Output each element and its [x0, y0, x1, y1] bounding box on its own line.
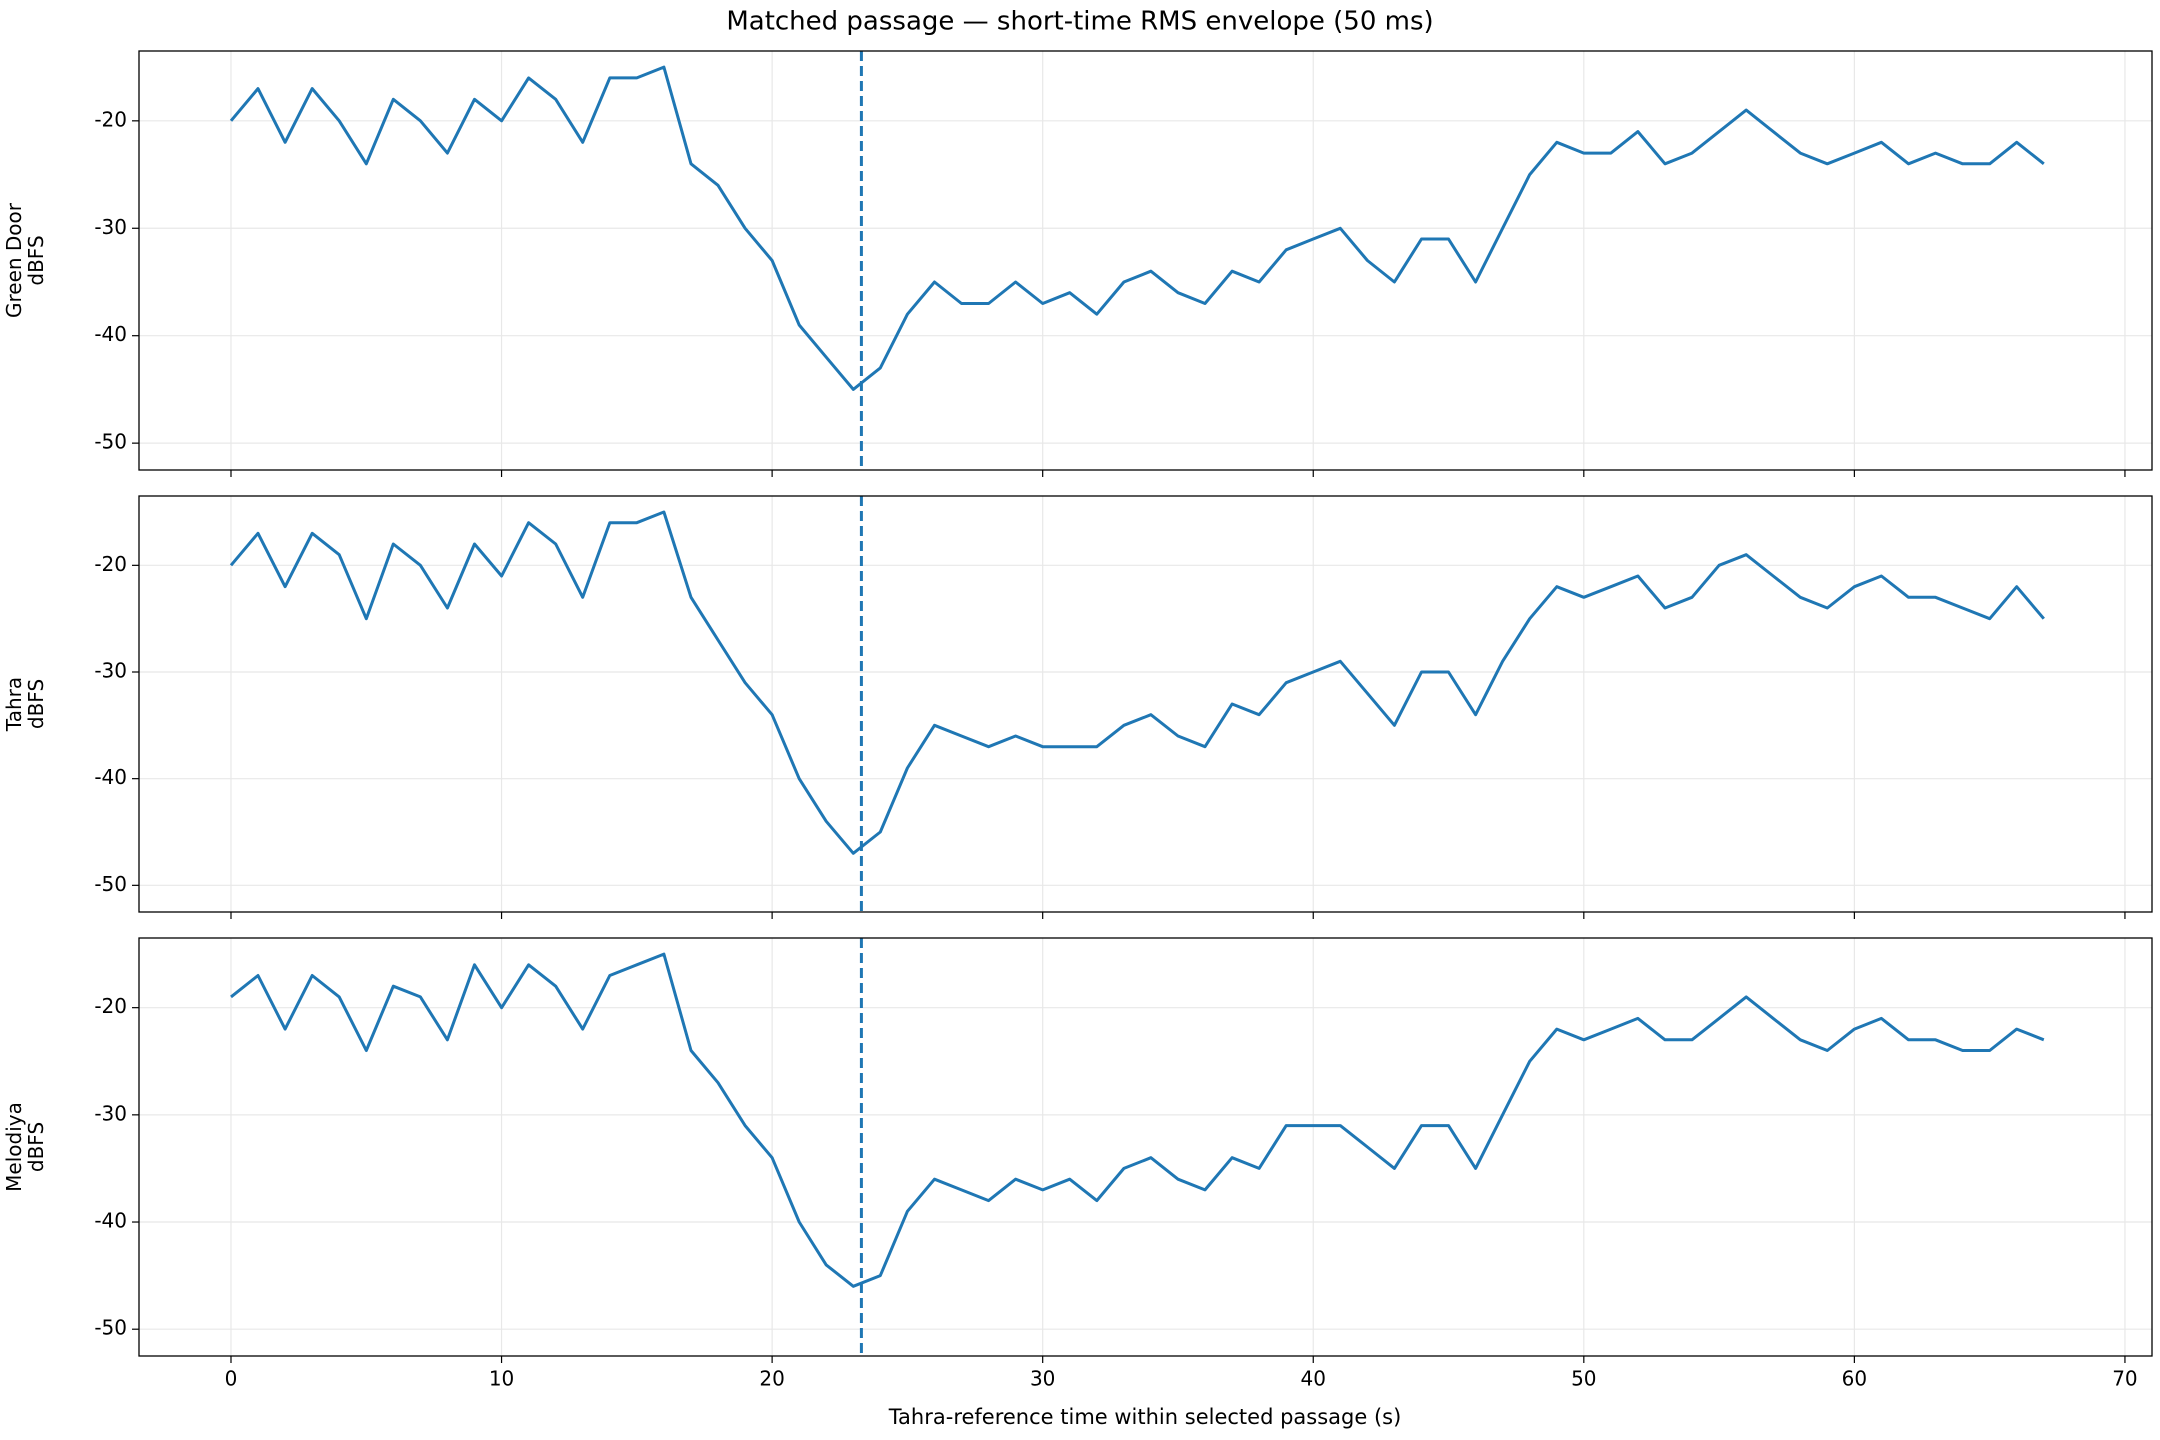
y-tick-label: -30	[94, 215, 127, 239]
y-tick-label: -50	[94, 872, 127, 896]
y-tick-label: -20	[94, 107, 127, 131]
y-tick-label: -50	[94, 1316, 127, 1340]
y-tick-label: -40	[94, 1209, 127, 1233]
y-axis-label: MelodiyadBFS	[2, 1102, 48, 1192]
y-axis-label: TahradBFS	[2, 677, 48, 732]
y-axis-label-line: dBFS	[24, 679, 48, 729]
axes-frame	[138, 937, 2153, 1357]
y-axis-label-line: Tahra	[2, 677, 26, 732]
y-axis-label-line: dBFS	[24, 1122, 48, 1172]
x-tick-label: 10	[489, 1367, 514, 1391]
x-tick-label: 60	[1842, 1367, 1867, 1391]
y-tick-label: -30	[94, 1101, 127, 1125]
envelope-line	[230, 952, 2045, 1288]
envelope-line	[229, 510, 2045, 855]
envelope-line	[229, 65, 2045, 391]
x-tick-label: 40	[1301, 1367, 1326, 1391]
y-tick-label: -40	[94, 322, 127, 346]
y-axis-label-line: dBFS	[24, 235, 48, 285]
axes-frame	[138, 495, 2153, 913]
x-axis-label: Tahra-reference time within selected pas…	[888, 1405, 1402, 1429]
x-tick-label: 0	[225, 1367, 238, 1391]
y-tick-label: -20	[94, 994, 127, 1018]
figure-title: Matched passage — short-time RMS envelop…	[726, 7, 1433, 37]
x-tick-label: 50	[1571, 1367, 1596, 1391]
y-tick-label: -50	[94, 430, 127, 454]
y-axis-label: Green DoordBFS	[2, 202, 48, 318]
y-tick-label: -30	[94, 659, 127, 683]
axes-frame	[138, 50, 2153, 471]
x-tick-label: 20	[759, 1367, 784, 1391]
y-axis-label-line: Green Door	[2, 202, 26, 318]
y-axis-label-line: Melodiya	[2, 1102, 26, 1192]
x-tick-label: 70	[2112, 1367, 2137, 1391]
x-tick-label: 30	[1030, 1367, 1055, 1391]
y-tick-label: -20	[94, 552, 127, 576]
y-tick-label: -40	[94, 765, 127, 789]
